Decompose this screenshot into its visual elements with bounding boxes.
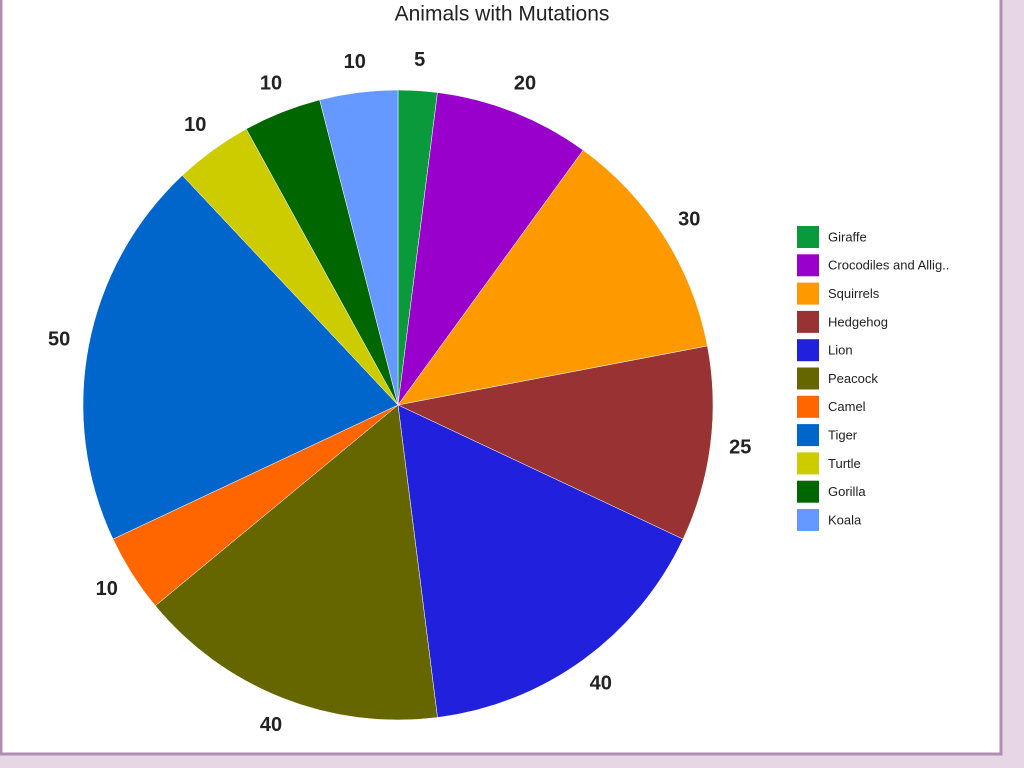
legend-label: Squirrels (828, 286, 880, 301)
data-label: 25 (729, 437, 751, 459)
pie-slice (154, 404, 438, 721)
pie-slice (319, 89, 399, 406)
chart-title: Animals with Mutations (395, 3, 610, 26)
legend-label: Hedgehog (828, 314, 888, 329)
legend-label: Turtle (828, 456, 861, 471)
data-label: 10 (96, 578, 118, 600)
legend-swatch (797, 452, 819, 475)
legend-label: Peacock (828, 371, 878, 386)
legend-swatch (797, 367, 819, 390)
data-label: 40 (260, 714, 282, 736)
data-label: 5 (414, 49, 425, 71)
legend-swatch (797, 226, 819, 248)
legend-label: Koala (828, 512, 862, 527)
pie-slice (397, 404, 684, 718)
legend-label: Tiger (828, 428, 858, 443)
legend-swatch (797, 310, 819, 333)
data-label: 10 (344, 51, 366, 73)
legend-swatch (797, 254, 819, 277)
legend-label: Camel (828, 399, 866, 414)
pie-slice (397, 92, 584, 406)
data-label: 10 (260, 73, 282, 95)
data-label: 50 (48, 329, 70, 351)
legend-label: Giraffe (828, 229, 867, 244)
legend-swatch (797, 339, 819, 362)
pie-slice (82, 175, 399, 540)
data-label: 10 (184, 114, 206, 136)
data-label: 30 (678, 208, 700, 230)
legend-swatch (797, 480, 819, 503)
legend-label: Crocodiles and Allig.. (828, 258, 949, 273)
data-label: 20 (514, 73, 536, 95)
legend-swatch (797, 282, 819, 305)
pie-slice (397, 149, 708, 406)
legend-swatch (797, 395, 819, 418)
legend-swatch (797, 424, 819, 447)
legend-label: Lion (828, 343, 853, 358)
pie-slice (397, 345, 714, 540)
legend-swatch (797, 509, 819, 531)
data-label: 40 (590, 672, 612, 694)
legend-label: Gorilla (828, 484, 866, 499)
